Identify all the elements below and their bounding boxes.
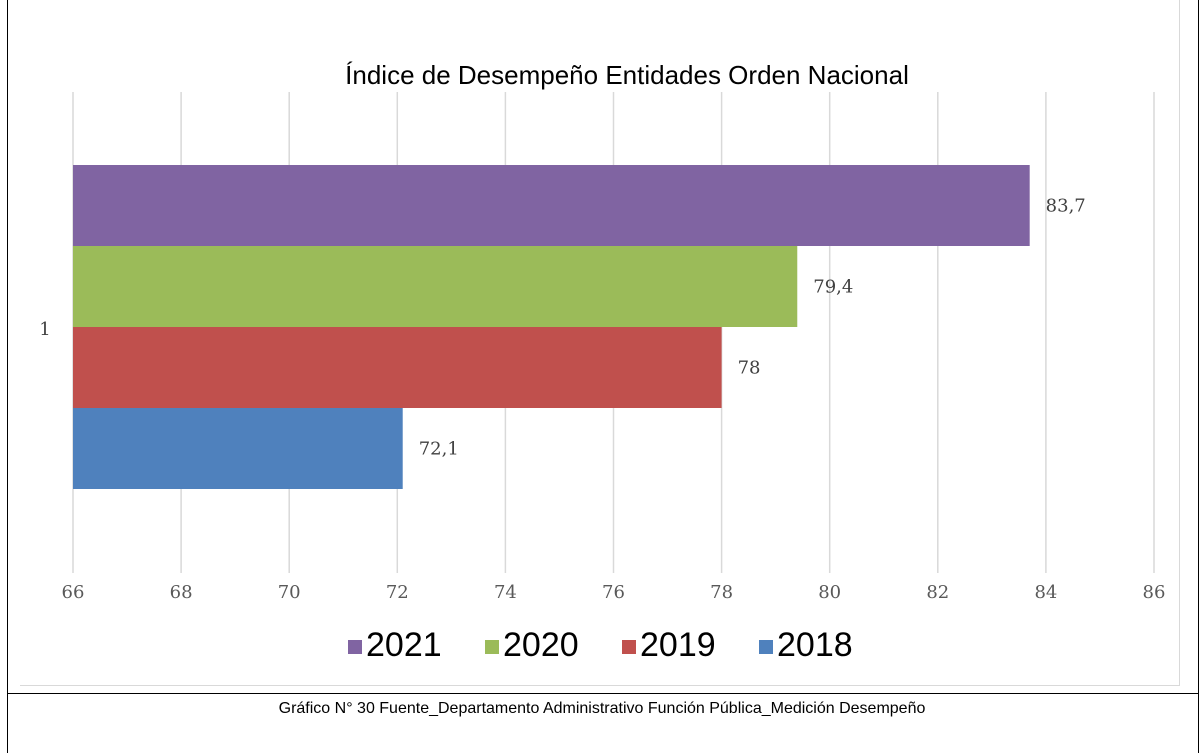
x-tick-label: 68 (170, 582, 193, 603)
x-tick-label: 82 (926, 582, 949, 603)
legend-label: 2018 (777, 626, 853, 664)
data-label: 72,1 (419, 439, 459, 460)
frame-left-border (7, 0, 8, 753)
figure-caption: Gráfico N° 30 Fuente_Departamento Admini… (278, 700, 926, 717)
bar-2021 (73, 165, 1030, 246)
frame-right-border (1198, 0, 1199, 753)
x-tick-label: 80 (818, 582, 841, 603)
x-tick-label: 78 (710, 582, 733, 603)
x-tick-label: 86 (1143, 582, 1166, 603)
legend-swatch-2019 (622, 640, 636, 654)
bar-2019 (73, 327, 722, 408)
bar-2020 (73, 246, 798, 327)
legend-swatch-2018 (759, 640, 773, 654)
x-tick-label: 84 (1034, 582, 1057, 603)
legend-label: 2020 (503, 626, 579, 664)
x-tick-label: 72 (386, 582, 409, 603)
legend-swatch-2021 (348, 640, 362, 654)
legend-label: 2021 (366, 626, 442, 664)
bar-2018 (73, 408, 403, 489)
chart-area-border (20, 0, 1180, 686)
chart-title: Índice de Desempeño Entidades Orden Naci… (345, 60, 909, 90)
legend-swatch-2020 (485, 640, 499, 654)
x-tick-label: 66 (62, 582, 85, 603)
y-category-label: 1 (39, 319, 50, 340)
data-label: 78 (738, 358, 761, 379)
x-tick-label: 70 (278, 582, 301, 603)
bar-chart: Índice de Desempeño Entidades Orden Naci… (39, 60, 1166, 664)
legend-label: 2019 (640, 626, 716, 664)
x-tick-label: 76 (602, 582, 625, 603)
frame-bottom-border (7, 693, 1199, 694)
data-label: 83,7 (1046, 196, 1086, 217)
x-tick-label: 74 (494, 582, 517, 603)
data-label: 79,4 (813, 277, 853, 298)
